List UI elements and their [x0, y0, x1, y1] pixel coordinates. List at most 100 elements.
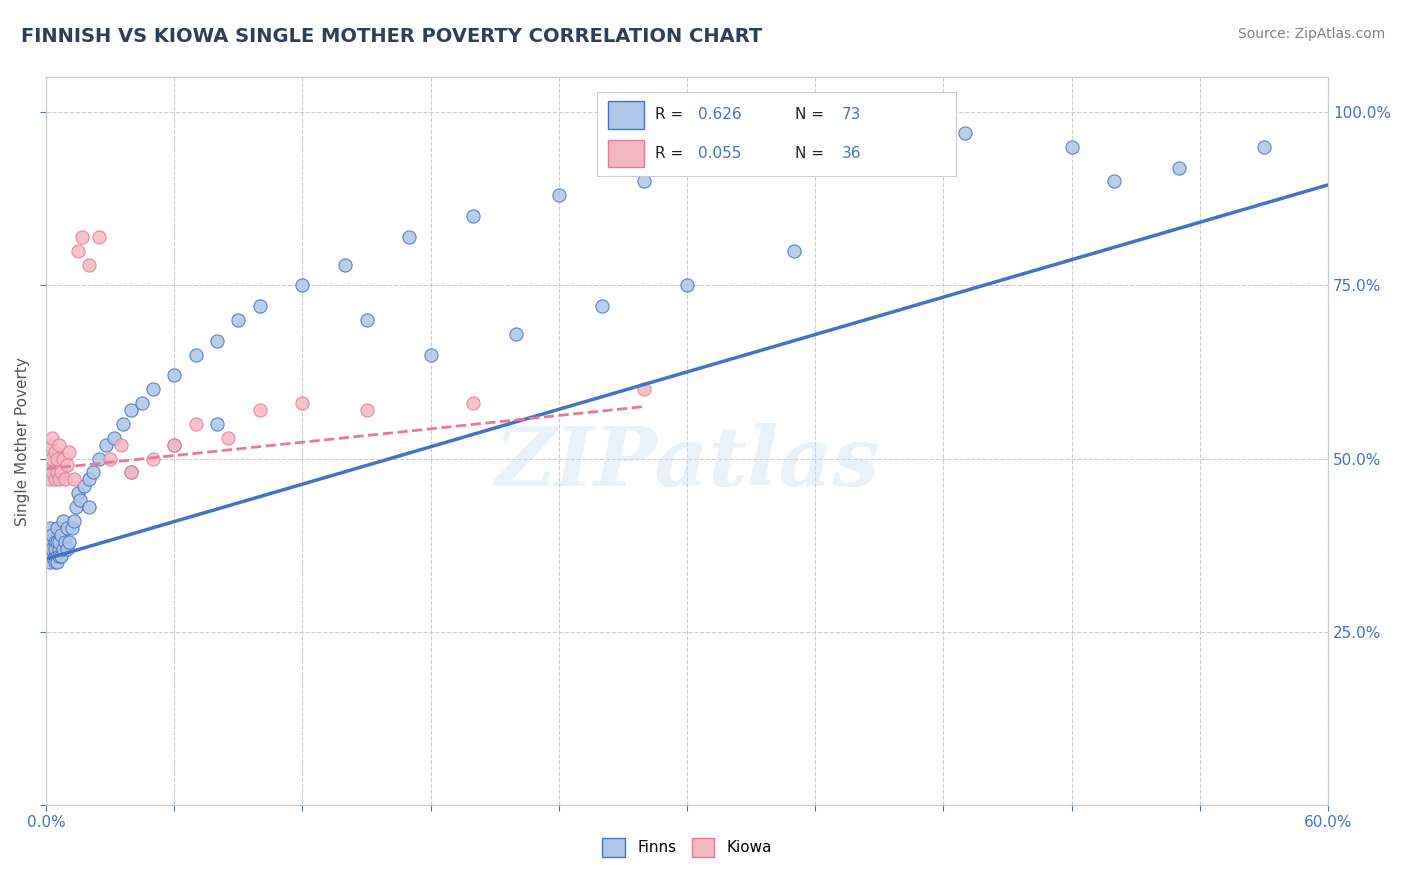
Point [41, 431, 63, 445]
Point [39, 556, 62, 570]
Point [633, 174, 655, 188]
Point [463, 209, 485, 223]
Point [66, 244, 89, 258]
Point [41, 549, 63, 563]
Point [505, 326, 527, 341]
Point [53, 534, 76, 549]
Point [111, 417, 134, 431]
Point [39, 521, 62, 535]
Point [783, 244, 806, 258]
Point [94, 438, 117, 452]
Point [547, 188, 569, 202]
Point [73, 479, 96, 493]
Point [77, 472, 100, 486]
Point [419, 348, 441, 362]
Point [77, 258, 100, 272]
Point [45, 521, 67, 535]
Point [89, 229, 111, 244]
Point [120, 466, 142, 480]
Point [37, 451, 59, 466]
Point [205, 334, 228, 348]
Point [633, 382, 655, 396]
Point [62, 472, 84, 486]
Point [291, 278, 314, 293]
Point [846, 139, 869, 153]
Point [1104, 174, 1126, 188]
Point [65, 500, 87, 514]
Point [44, 556, 66, 570]
Point [39, 472, 62, 486]
Point [66, 486, 89, 500]
Point [37, 534, 59, 549]
Point [48, 549, 70, 563]
Point [184, 348, 207, 362]
Point [44, 472, 66, 486]
Point [226, 313, 249, 327]
Point [44, 534, 66, 549]
Point [333, 258, 356, 272]
Point [953, 126, 976, 140]
Point [98, 451, 121, 466]
Point [41, 534, 63, 549]
Point [58, 444, 80, 458]
Point [52, 514, 75, 528]
Point [56, 458, 79, 473]
Point [52, 451, 75, 466]
Point [110, 438, 132, 452]
Point [120, 403, 142, 417]
Point [48, 541, 70, 556]
Point [120, 466, 142, 480]
Point [72, 229, 94, 244]
Point [82, 466, 104, 480]
Point [45, 466, 67, 480]
Y-axis label: Single Mother Poverty: Single Mother Poverty [15, 357, 30, 525]
Point [740, 153, 762, 168]
Point [37, 466, 59, 480]
Text: ZIPatlas: ZIPatlas [495, 423, 880, 503]
Point [676, 278, 699, 293]
Point [184, 417, 207, 431]
Point [356, 313, 378, 327]
Point [163, 438, 186, 452]
Point [48, 534, 70, 549]
Point [249, 403, 271, 417]
Point [44, 541, 66, 556]
Point [49, 527, 72, 541]
Point [44, 444, 66, 458]
Point [62, 514, 84, 528]
Text: FINNISH VS KIOWA SINGLE MOTHER POVERTY CORRELATION CHART: FINNISH VS KIOWA SINGLE MOTHER POVERTY C… [21, 27, 762, 45]
Point [44, 549, 66, 563]
Point [291, 396, 314, 410]
Point [45, 549, 67, 563]
Point [58, 534, 80, 549]
Point [49, 549, 72, 563]
Point [56, 541, 79, 556]
Point [142, 451, 165, 466]
Text: Source: ZipAtlas.com: Source: ZipAtlas.com [1237, 27, 1385, 41]
Point [591, 299, 613, 313]
Point [39, 534, 62, 549]
Point [49, 466, 72, 480]
Point [131, 396, 153, 410]
Point [217, 431, 239, 445]
Point [37, 549, 59, 563]
Point [205, 417, 228, 431]
Legend: Finns, Kiowa: Finns, Kiowa [596, 832, 779, 863]
Point [1253, 139, 1275, 153]
Point [45, 451, 67, 466]
Point [53, 472, 76, 486]
Point [39, 541, 62, 556]
Point [52, 541, 75, 556]
Point [41, 451, 63, 466]
Point [45, 534, 67, 549]
Point [163, 368, 186, 383]
Point [77, 500, 100, 514]
Point [41, 541, 63, 556]
Point [1060, 139, 1083, 153]
Point [39, 438, 62, 452]
Point [163, 438, 186, 452]
Point [103, 431, 125, 445]
Point [39, 458, 62, 473]
Point [1167, 161, 1189, 175]
Point [249, 299, 271, 313]
